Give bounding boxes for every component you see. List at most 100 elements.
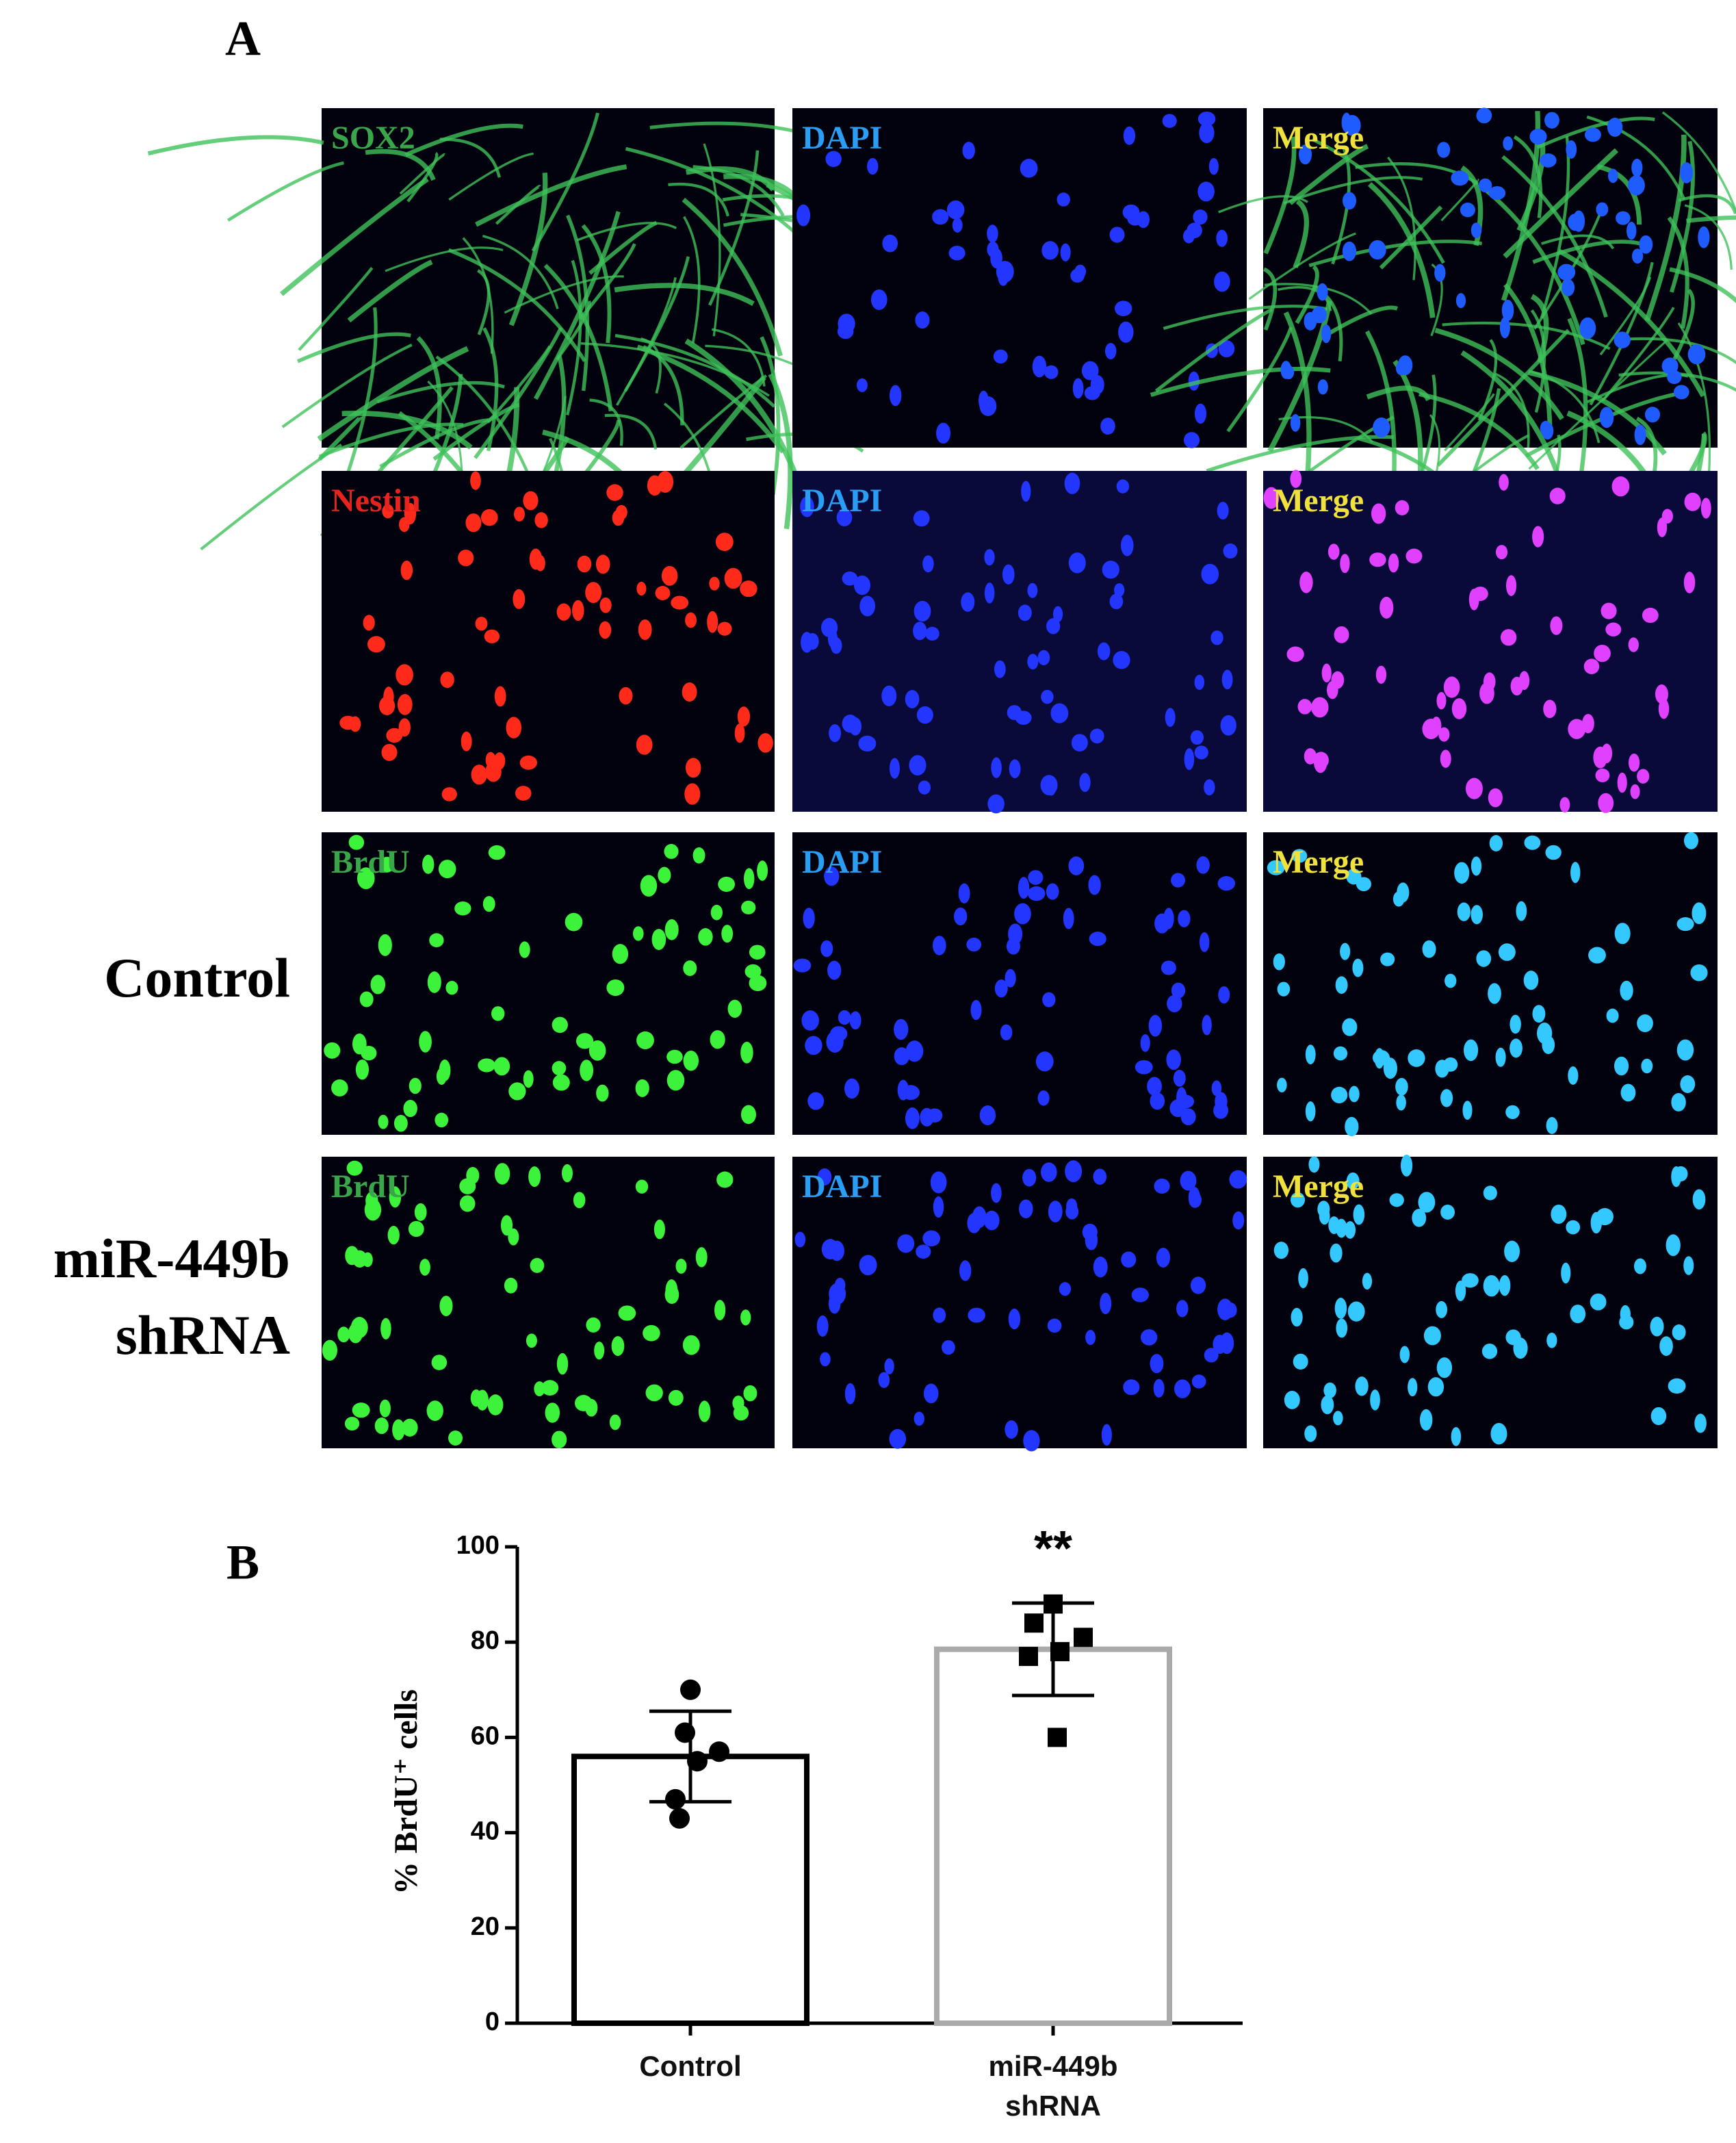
nucleus xyxy=(1657,517,1668,537)
nucleus xyxy=(894,1018,909,1040)
image-label: Merge xyxy=(1273,120,1364,156)
nucleus xyxy=(586,1317,601,1333)
nucleus xyxy=(1462,1101,1473,1120)
nucleus xyxy=(1293,1353,1308,1370)
nucleus xyxy=(824,867,840,886)
nucleus xyxy=(363,615,375,631)
nucleus xyxy=(952,218,963,233)
nucleus xyxy=(1343,115,1361,136)
nucleus xyxy=(658,867,671,884)
nucleus xyxy=(1500,629,1517,646)
nucleus xyxy=(1607,117,1623,137)
nucleus xyxy=(1595,768,1610,782)
cell-process xyxy=(711,328,766,387)
cell-process xyxy=(475,164,627,227)
data-point xyxy=(665,1788,686,1810)
nucleus xyxy=(1090,374,1104,395)
nucleus xyxy=(1488,983,1501,1004)
row-label: miR-449b xyxy=(53,1227,290,1289)
nucleus xyxy=(1299,572,1313,593)
nucleus xyxy=(817,1168,832,1185)
nucleus xyxy=(1671,1166,1682,1188)
nucleus xyxy=(324,1042,341,1059)
nucleus xyxy=(1191,1374,1206,1389)
image-label: DAPI xyxy=(802,844,882,880)
cell-process xyxy=(1513,135,1543,218)
nucleus xyxy=(796,204,811,227)
nucleus xyxy=(842,572,858,586)
nucleus xyxy=(1340,942,1351,960)
y-tick-label: 20 xyxy=(471,1912,500,1941)
nucleus xyxy=(1311,306,1327,324)
nucleus xyxy=(606,979,625,997)
nucleus xyxy=(352,1402,370,1418)
nucleus xyxy=(800,496,814,517)
bar xyxy=(934,1646,1172,2026)
nucleus xyxy=(1510,1014,1521,1034)
nucleus xyxy=(958,883,970,903)
nucleus xyxy=(1046,618,1061,634)
cell-process xyxy=(556,300,591,361)
nucleus xyxy=(1423,1326,1441,1346)
nucleus xyxy=(475,617,488,631)
data-point xyxy=(1050,1642,1070,1662)
nucleus xyxy=(1313,752,1329,769)
data-point xyxy=(669,1808,690,1829)
data-point xyxy=(1024,1613,1044,1633)
nucleus xyxy=(707,611,718,633)
cell-process xyxy=(1678,194,1736,215)
nucleus xyxy=(1634,424,1646,446)
nucleus xyxy=(1180,1108,1196,1126)
nucleus xyxy=(493,1057,510,1076)
nucleus xyxy=(552,1074,570,1091)
cell-process xyxy=(1218,195,1308,214)
cell-process xyxy=(1686,215,1736,223)
nucleus xyxy=(894,1047,909,1066)
image-label: BrdU xyxy=(331,1168,410,1205)
nucleus xyxy=(1620,1305,1631,1323)
micrograph-background xyxy=(1263,471,1718,812)
nucleus xyxy=(1437,142,1451,158)
nucleus xyxy=(1471,856,1482,876)
data-point xyxy=(1074,1628,1093,1647)
nucleus xyxy=(1065,1203,1079,1220)
nucleus xyxy=(979,396,997,416)
nucleus xyxy=(1546,1333,1557,1348)
nucleus xyxy=(530,1257,545,1273)
nucleus xyxy=(1405,548,1423,564)
nucleus xyxy=(838,1010,851,1025)
nucleus xyxy=(1321,324,1332,344)
cell-process xyxy=(399,153,446,195)
nucleus xyxy=(491,1006,505,1021)
cell-process xyxy=(1618,371,1736,392)
nucleus xyxy=(396,664,413,686)
nucleus xyxy=(932,209,949,225)
nucleus xyxy=(922,555,934,573)
data-point xyxy=(1048,1728,1067,1747)
nucleus xyxy=(1466,778,1483,799)
nucleus xyxy=(922,1230,940,1247)
nucleus xyxy=(749,945,766,960)
nucleus xyxy=(1283,365,1295,379)
nucleus xyxy=(794,1231,806,1248)
nucleus xyxy=(1642,607,1659,624)
nucleus xyxy=(1529,129,1547,145)
nucleus xyxy=(1068,552,1086,574)
nucleus xyxy=(1008,923,1023,945)
nucleus xyxy=(987,241,999,257)
nucleus xyxy=(1499,474,1509,491)
nucleus xyxy=(1513,1337,1528,1359)
nucleus xyxy=(732,1396,744,1411)
nucleus xyxy=(721,925,734,943)
y-tick-label: 80 xyxy=(471,1626,500,1655)
nucleus xyxy=(1340,554,1350,574)
nucleus xyxy=(1197,181,1215,202)
nucleus xyxy=(1188,1186,1200,1208)
nucleus xyxy=(1440,1205,1455,1220)
cell-process xyxy=(1226,326,1293,433)
nucleus xyxy=(1460,203,1475,218)
nucleus xyxy=(1022,1168,1037,1187)
cell-process xyxy=(347,259,433,323)
nucleus xyxy=(849,1011,861,1030)
